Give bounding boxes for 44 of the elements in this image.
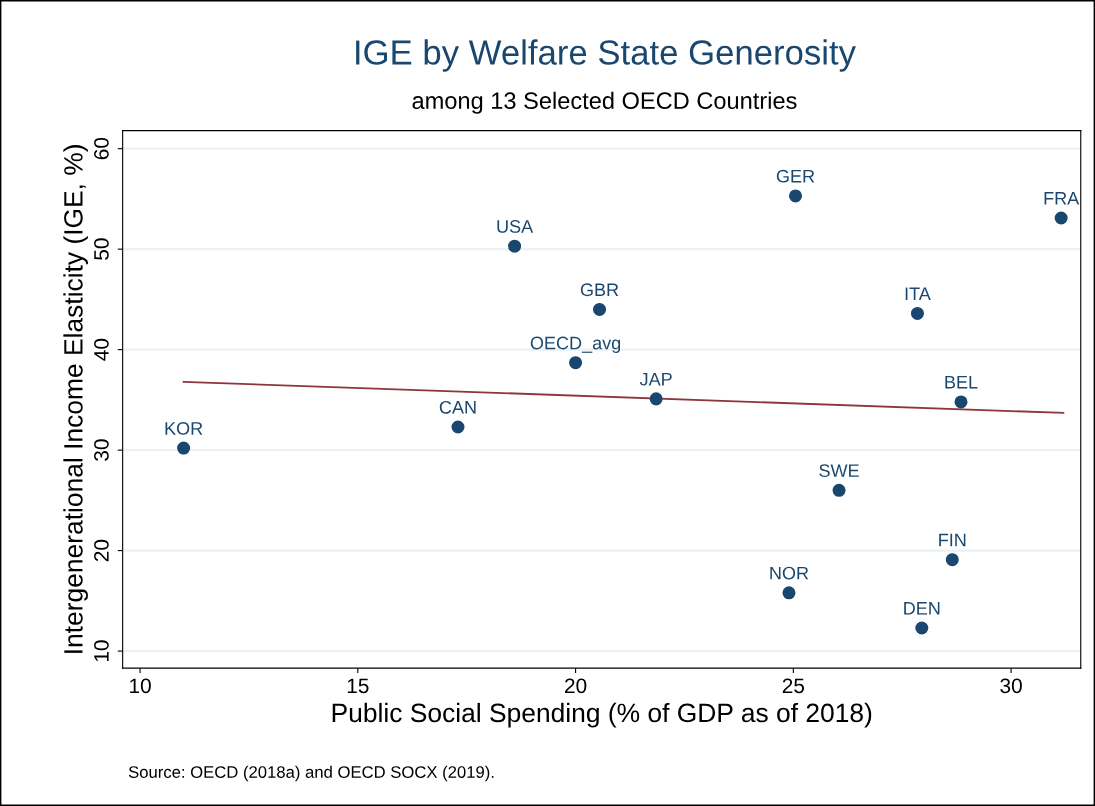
- point: [593, 302, 607, 316]
- x-tick-label: 20: [565, 678, 587, 694]
- x-tick-label: 10: [130, 678, 151, 694]
- annotation: GBR: [580, 283, 619, 297]
- point: [832, 483, 846, 497]
- point: [569, 356, 583, 370]
- annotation: USA: [497, 220, 534, 233]
- annotation: CAN: [439, 400, 476, 414]
- annotation: FRA: [1044, 192, 1080, 205]
- y-axis-title: Intergenerational Income Elasticity (IGE, %): [63, 145, 88, 653]
- point: [915, 621, 929, 635]
- y-tick-label: 60: [94, 137, 109, 160]
- point: [789, 189, 803, 203]
- annotation: GER: [776, 169, 815, 183]
- point: [945, 553, 959, 567]
- annotation: NOR: [770, 566, 809, 580]
- annotation: OECD_avg: [530, 336, 621, 353]
- y-tick-label: 50: [94, 238, 109, 260]
- y-tick-label: 20: [94, 539, 109, 562]
- annotation: DEN: [904, 602, 940, 615]
- annotation: FIN: [939, 533, 966, 547]
- x-axis-title: Public Social Spending (% of GDP as of 2018): [332, 702, 872, 728]
- point: [782, 586, 796, 600]
- annotation: SWE: [819, 464, 859, 478]
- y-tick-label: 40: [94, 338, 109, 361]
- point: [177, 441, 191, 455]
- point: [1054, 211, 1068, 225]
- y-tick-label: 10: [94, 640, 109, 662]
- point: [508, 239, 522, 253]
- point: [954, 395, 968, 409]
- annotation: ITA: [905, 287, 931, 300]
- annotation: JAP: [639, 372, 672, 386]
- y-tick-label: 30: [94, 439, 109, 461]
- annotation: BEL: [945, 375, 978, 389]
- annotation: KOR: [165, 422, 203, 435]
- x-tick-label: 25: [782, 678, 805, 694]
- x-tick-label: 30: [1000, 678, 1022, 694]
- source-note: Source: OECD (2018a) and OECD SOCX (2019).: [128, 765, 494, 782]
- point: [451, 420, 465, 434]
- chart-subtitle: among 13 Selected OECD Countries: [412, 91, 797, 114]
- point: [649, 392, 663, 406]
- point: [910, 306, 924, 320]
- x-tick-label: 15: [347, 678, 369, 694]
- chart-title: IGE by Welfare State Generosity: [356, 39, 856, 72]
